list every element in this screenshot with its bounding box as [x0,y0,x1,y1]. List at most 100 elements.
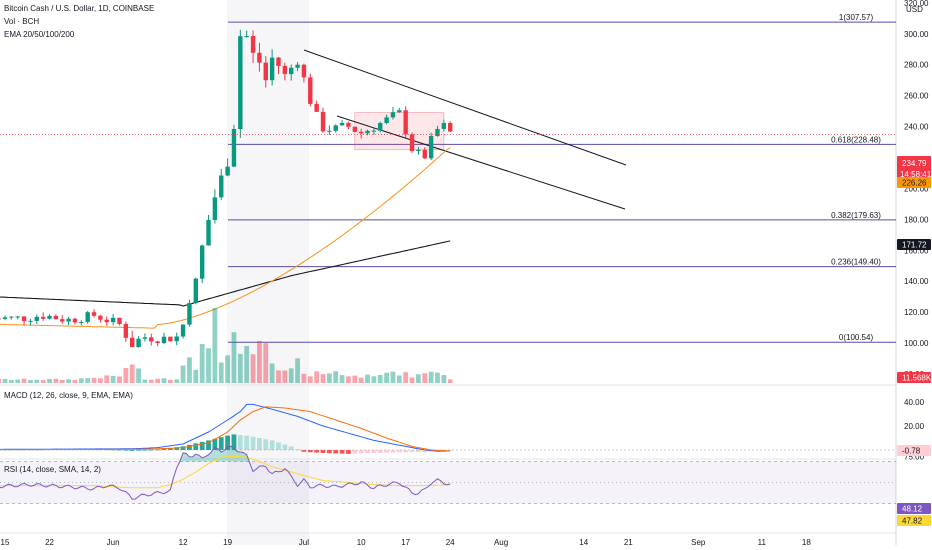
macd-histogram-bar [320,450,326,453]
time-tick-label: 12 [179,538,188,547]
macd-histogram-bar [269,440,275,450]
candle-body [244,36,249,38]
volume-legend[interactable]: Vol · BCH [4,17,40,26]
macd-histogram-bar [396,450,402,453]
volume-bar [174,379,180,383]
candle-body [60,319,65,322]
candle-body [250,36,256,53]
time-tick-label: 10 [357,538,366,547]
candle-body [104,319,109,323]
candle-body [2,317,8,319]
candle-body [225,166,230,176]
candle-body [199,245,205,279]
candle-body [416,149,421,152]
macd-histogram-bar [148,449,154,451]
volume-bar [282,370,288,383]
macd-histogram-bar [301,450,307,452]
volume-bar [123,367,129,383]
volume-bar [358,377,364,383]
candle-body [365,130,370,134]
volume-bar [117,376,122,383]
candle-body [0,318,1,320]
candle-body [358,131,364,134]
volume-bar [409,377,415,383]
volume-bar [396,375,402,383]
candle-body [295,64,300,68]
volume-bar [2,378,8,383]
candle-body [9,316,14,318]
macd-histogram-bar [193,443,199,450]
ema-legend[interactable]: EMA 20/50/100/200 [4,30,75,39]
macd-histogram-bar [161,448,167,450]
macd-badge: -0.78 [902,447,921,456]
macd-histogram-bar [225,435,230,450]
price-tick-label: 200.00 [904,184,929,193]
volume-bar [276,370,281,383]
candle-body [117,317,122,324]
macd-histogram-bar [250,436,256,450]
volume-bar [371,376,377,383]
time-tick-label: 17 [401,538,410,547]
ema200-badge-bg [897,239,931,250]
volume-bar [59,379,65,383]
ema50-badge: 226.26 [902,179,927,188]
volume-bar [301,373,307,383]
volume-bar [257,340,262,383]
volume-bar [136,368,141,383]
candle-body [333,125,338,131]
macd-histogram-bar [129,450,135,451]
macd-histogram-bar [365,450,370,454]
volume-bar [250,354,256,383]
rsi-ma-badge-bg [897,515,931,526]
volume-bar [66,379,71,383]
candle-body [91,312,97,316]
time-tick-label: Aug [494,538,508,547]
candle-body [155,341,160,344]
candle-body [289,67,294,75]
macd-histogram-bar [218,437,224,450]
candle-body [397,110,402,113]
macd-histogram-bar [231,434,237,450]
fib-level-label: 0.618(228.48) [831,135,881,144]
volume-bar [269,363,275,383]
volume-bar [288,368,294,383]
macd-legend[interactable]: MACD (12, 26, close, 9, EMA, EMA) [4,391,133,400]
rsi-legend[interactable]: RSI (14, close, SMA, 14, 2) [4,465,101,474]
macd-histogram-bar [282,444,288,450]
candle-body [403,110,408,135]
volume-bar [377,374,383,383]
price-tick-label: 240.00 [904,123,929,132]
candle-body [40,316,46,319]
candle-body [257,52,262,63]
macd-histogram-bar [352,450,358,454]
candle-body [161,336,167,344]
volume-bar [212,308,218,383]
chart-title[interactable]: Bitcoin Cash / U.S. Dollar, 1D, COINBASE [4,4,155,13]
candle-body [238,36,243,130]
macd-histogram-bar [199,441,205,450]
macd-histogram-bar [257,438,262,450]
candle-body [47,315,52,319]
candle-body [378,123,383,131]
fib-level-label: 1(307.57) [839,13,874,22]
volume-bar [206,348,211,383]
volume-bar [295,358,300,383]
macd-histogram-bar [346,450,351,454]
channel-lower-trendline [336,115,626,210]
candle-body [327,130,332,132]
price-tick-label: 320.00 [904,0,929,8]
macd-histogram-bar [358,450,364,454]
price-tick-label: 140.00 [904,277,929,286]
macd-histogram-bar [167,447,173,450]
rsi-ma-badge: 47.82 [902,517,923,526]
candle-body [320,111,326,132]
macd-histogram-bar [333,450,339,454]
rsi-tick-label: 75.00 [904,452,925,461]
time-tick-label: 18 [802,538,811,547]
price-tick-label: 160.00 [904,246,929,255]
volume-bar [422,373,428,383]
volume-bar [78,378,84,383]
volume-bar [187,357,192,383]
